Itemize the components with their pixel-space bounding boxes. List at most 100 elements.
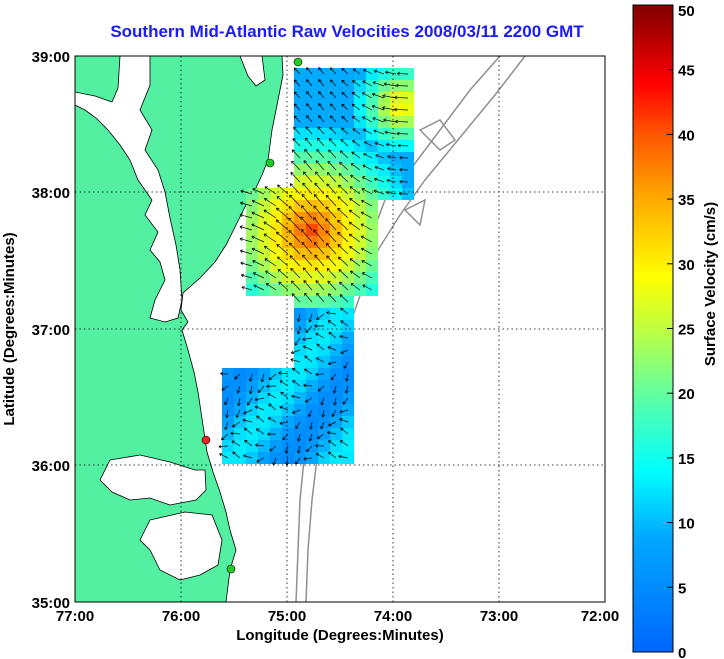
velocity-arrow	[327, 280, 337, 291]
velocity-arrow	[328, 451, 337, 459]
velocity-arrow	[303, 160, 313, 171]
velocity-arrow	[387, 155, 397, 159]
y-tick-label: 37:00	[32, 322, 70, 339]
velocity-arrow	[241, 285, 253, 291]
velocity-arrow	[300, 205, 313, 219]
velocity-arrow	[340, 320, 349, 327]
velocity-arrow	[350, 270, 361, 279]
velocity-arrow	[350, 283, 361, 291]
velocity-arrow	[313, 217, 325, 231]
velocity-arrow	[221, 385, 229, 391]
velocity-arrow	[276, 207, 289, 219]
velocity-arrow	[329, 103, 337, 111]
velocity-arrow	[362, 128, 373, 135]
velocity-arrow	[232, 451, 241, 459]
velocity-arrow	[398, 191, 409, 196]
colorbar-gradient	[632, 4, 674, 653]
velocity-arrow	[348, 221, 361, 231]
pamlico-sound	[139, 511, 223, 581]
velocity-arrow	[384, 130, 397, 135]
velocity-arrow	[317, 433, 325, 440]
velocity-arrow	[297, 433, 301, 442]
velocity-arrow	[326, 172, 337, 183]
velocity-arrow	[341, 79, 349, 87]
velocity-arrow	[244, 439, 253, 447]
velocity-arrow	[394, 95, 409, 100]
y-axis-label: Latitude (Degrees:Minutes)	[1, 232, 18, 425]
velocity-arrow	[352, 140, 361, 147]
site-marker-virginia	[201, 435, 211, 445]
velocity-arrow	[313, 194, 325, 207]
velocity-arrow	[293, 103, 301, 111]
velocity-arrow	[325, 242, 337, 255]
velocity-arrow	[340, 307, 349, 315]
velocity-arrow	[239, 237, 253, 243]
velocity-arrow	[305, 126, 313, 135]
velocity-arrow	[327, 361, 337, 366]
velocity-arrow	[251, 199, 265, 207]
velocity-arrow	[350, 163, 361, 171]
colorbar-tick-label: 0	[678, 645, 686, 659]
velocity-arrow	[291, 160, 301, 171]
velocity-arrow	[371, 92, 385, 99]
velocity-arrow	[243, 409, 253, 415]
velocity-arrow	[338, 454, 349, 459]
velocity-arrow	[375, 154, 385, 159]
velocity-arrow	[256, 415, 265, 423]
velocity-arrow	[265, 283, 277, 291]
velocity-arrow	[251, 247, 265, 255]
velocity-arrow	[349, 186, 361, 195]
velocity-arrow	[277, 256, 289, 267]
y-tick-label: 36:00	[32, 458, 70, 475]
velocity-arrow	[263, 245, 277, 255]
colorbar-tick-label: 20	[678, 386, 695, 403]
velocity-arrow	[361, 259, 373, 267]
velocity-arrow	[304, 292, 313, 303]
velocity-arrow	[385, 70, 397, 75]
velocity-arrow	[315, 452, 325, 459]
velocity-arrow	[303, 383, 313, 388]
velocity-arrow	[265, 270, 277, 279]
velocity-arrow	[290, 172, 301, 183]
plot-frame	[74, 55, 606, 603]
velocity-arrow	[326, 311, 337, 315]
velocity-arrow	[302, 345, 313, 351]
velocity-arrow	[263, 209, 277, 219]
velocity-arrow	[362, 164, 373, 171]
colorbar-label: Surface Velocity (cm/s)	[702, 202, 719, 366]
velocity-arrow	[225, 409, 229, 418]
velocity-arrow	[337, 231, 349, 243]
velocity-arrow	[399, 179, 409, 184]
velocity-arrow	[351, 115, 361, 123]
velocity-arrow	[338, 184, 349, 195]
colorbar-tick-label: 25	[678, 322, 695, 339]
x-tick-label: 77:00	[56, 608, 94, 625]
velocity-arrow	[289, 183, 301, 195]
velocity-arrow	[264, 186, 277, 195]
velocity-arrow	[318, 103, 325, 111]
velocity-arrow	[278, 371, 289, 375]
velocity-arrow	[352, 80, 361, 87]
velocity-arrow	[328, 138, 337, 147]
velocity-arrow	[373, 129, 385, 135]
velocity-arrow	[315, 357, 325, 363]
velocity-arrow	[339, 418, 349, 423]
velocity-arrow	[294, 337, 301, 346]
velocity-arrow	[302, 337, 313, 341]
velocity-arrow	[320, 397, 325, 406]
velocity-arrow	[337, 219, 349, 231]
velocity-arrow	[339, 334, 349, 339]
velocity-arrow	[374, 177, 385, 183]
velocity-arrow	[395, 83, 409, 88]
velocity-arrow	[301, 241, 313, 255]
velocity-arrow	[290, 358, 301, 363]
velocity-arrow	[224, 421, 229, 431]
velocity-arrow	[251, 235, 265, 243]
velocity-arrow	[314, 267, 325, 279]
site-marker-hatteras	[226, 564, 236, 574]
velocity-arrow	[234, 373, 241, 380]
velocity-arrow	[339, 161, 349, 171]
velocity-arrow	[254, 397, 265, 402]
x-tick-label: 74:00	[374, 608, 412, 625]
